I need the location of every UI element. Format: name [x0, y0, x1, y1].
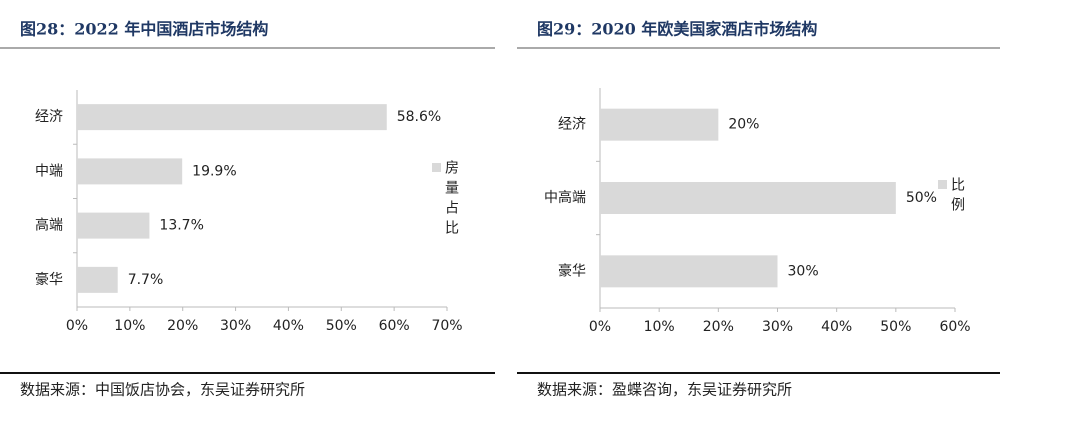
x-tick-label: 0% — [589, 319, 611, 335]
bar — [77, 104, 387, 131]
legend-label: 比例 — [949, 177, 965, 217]
legend-label: 房量占比 — [443, 160, 459, 240]
x-tick-label: 60% — [939, 319, 970, 335]
value-label: 7.7% — [128, 272, 164, 288]
x-tick-label: 20% — [703, 319, 734, 335]
chart-title: 图28：2022 年中国酒店市场结构 — [20, 20, 268, 39]
bar — [600, 255, 778, 288]
x-tick-label: 70% — [431, 318, 462, 334]
y-tick-label: 豪华 — [558, 263, 586, 279]
value-label: 20% — [728, 117, 759, 133]
x-tick-label: 20% — [167, 318, 198, 334]
bar — [600, 182, 896, 214]
x-tick-label: 40% — [821, 319, 852, 335]
y-tick-label: 中高端 — [544, 189, 586, 206]
x-tick-label: 30% — [762, 319, 793, 335]
x-tick-label: 30% — [220, 318, 251, 334]
bar — [77, 266, 118, 293]
value-label: 58.6% — [397, 109, 441, 125]
value-label: 19.9% — [192, 163, 236, 179]
bar — [77, 158, 183, 185]
y-tick-label: 高端 — [35, 217, 63, 234]
x-tick-label: 50% — [326, 318, 357, 334]
x-tick-label: 40% — [273, 318, 304, 334]
bar — [77, 212, 150, 239]
chart-title: 图29：2020 年欧美国家酒店市场结构 — [537, 20, 817, 39]
x-tick-label: 0% — [66, 318, 88, 334]
x-tick-label: 10% — [644, 319, 675, 335]
source: 数据来源：中国饭店协会，东吴证券研究所 — [20, 381, 305, 399]
x-tick-label: 50% — [880, 319, 911, 335]
legend-swatch — [938, 180, 947, 189]
y-tick-label: 经济 — [558, 117, 586, 133]
y-tick-label: 中端 — [35, 163, 63, 179]
value-label: 30% — [788, 263, 819, 279]
x-tick-label: 10% — [114, 318, 145, 334]
y-tick-label: 豪华 — [35, 272, 63, 288]
y-tick-label: 经济 — [35, 109, 63, 125]
legend-swatch — [432, 163, 441, 172]
value-label: 50% — [906, 190, 937, 206]
x-tick-label: 60% — [379, 318, 410, 334]
value-label: 13.7% — [159, 218, 203, 234]
source: 数据来源：盈蝶咨询，东吴证券研究所 — [537, 381, 792, 399]
bar — [600, 108, 719, 141]
